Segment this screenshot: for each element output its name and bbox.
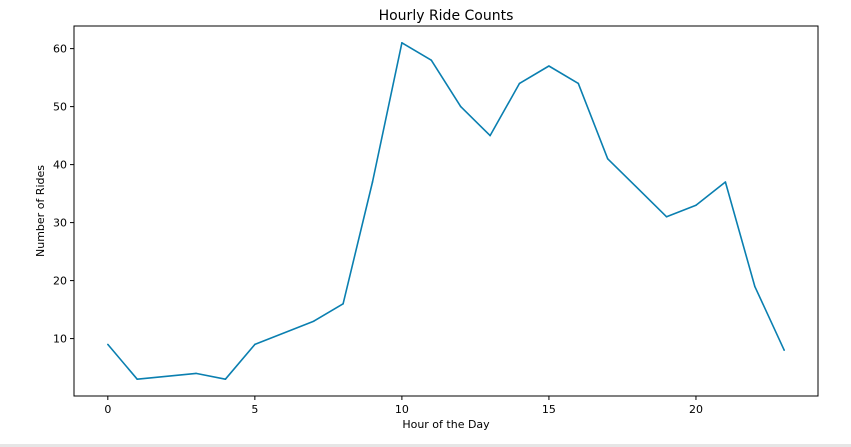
y-axis-ticks: 10 20 30 40 50 60 [53,43,74,346]
data-point [136,378,139,380]
data-point [224,378,227,380]
x-tick-label: 10 [395,403,409,416]
plot-frame [73,25,819,397]
y-axis-label: Number of Rides [34,165,47,257]
y-tick-label: 40 [53,159,67,172]
series-layer [107,41,785,381]
data-point [783,349,785,351]
y-tick-label: 50 [53,101,67,114]
x-tick-label: 0 [104,403,111,416]
data-point [489,134,491,137]
series-line [107,41,785,381]
data-point [753,285,756,288]
window-bottom-edge [0,444,851,447]
data-point [401,42,403,44]
chart-title: Hourly Ride Counts [379,8,514,24]
plot-area [73,25,819,397]
data-point [665,215,668,218]
data-point [518,82,521,85]
y-tick-label: 60 [53,43,67,56]
x-axis-ticks: 0 5 10 15 20 [104,396,703,416]
x-tick-label: 20 [689,403,703,416]
data-point [430,59,433,62]
y-tick-label: 10 [53,333,67,346]
data-point [724,181,727,183]
data-point [107,343,109,346]
data-point [548,65,550,67]
data-point [312,320,315,322]
data-point [254,343,256,346]
data-point [342,302,344,305]
data-point [459,105,462,108]
data-point [577,82,580,85]
x-tick-label: 5 [251,403,258,416]
x-axis-label: Hour of the Day [402,418,490,431]
y-tick-label: 20 [53,275,67,288]
data-point [606,158,609,160]
data-point [195,372,197,375]
x-tick-label: 15 [542,403,556,416]
data-point [695,204,697,207]
y-tick-label: 30 [53,217,67,230]
data-point [371,181,374,183]
